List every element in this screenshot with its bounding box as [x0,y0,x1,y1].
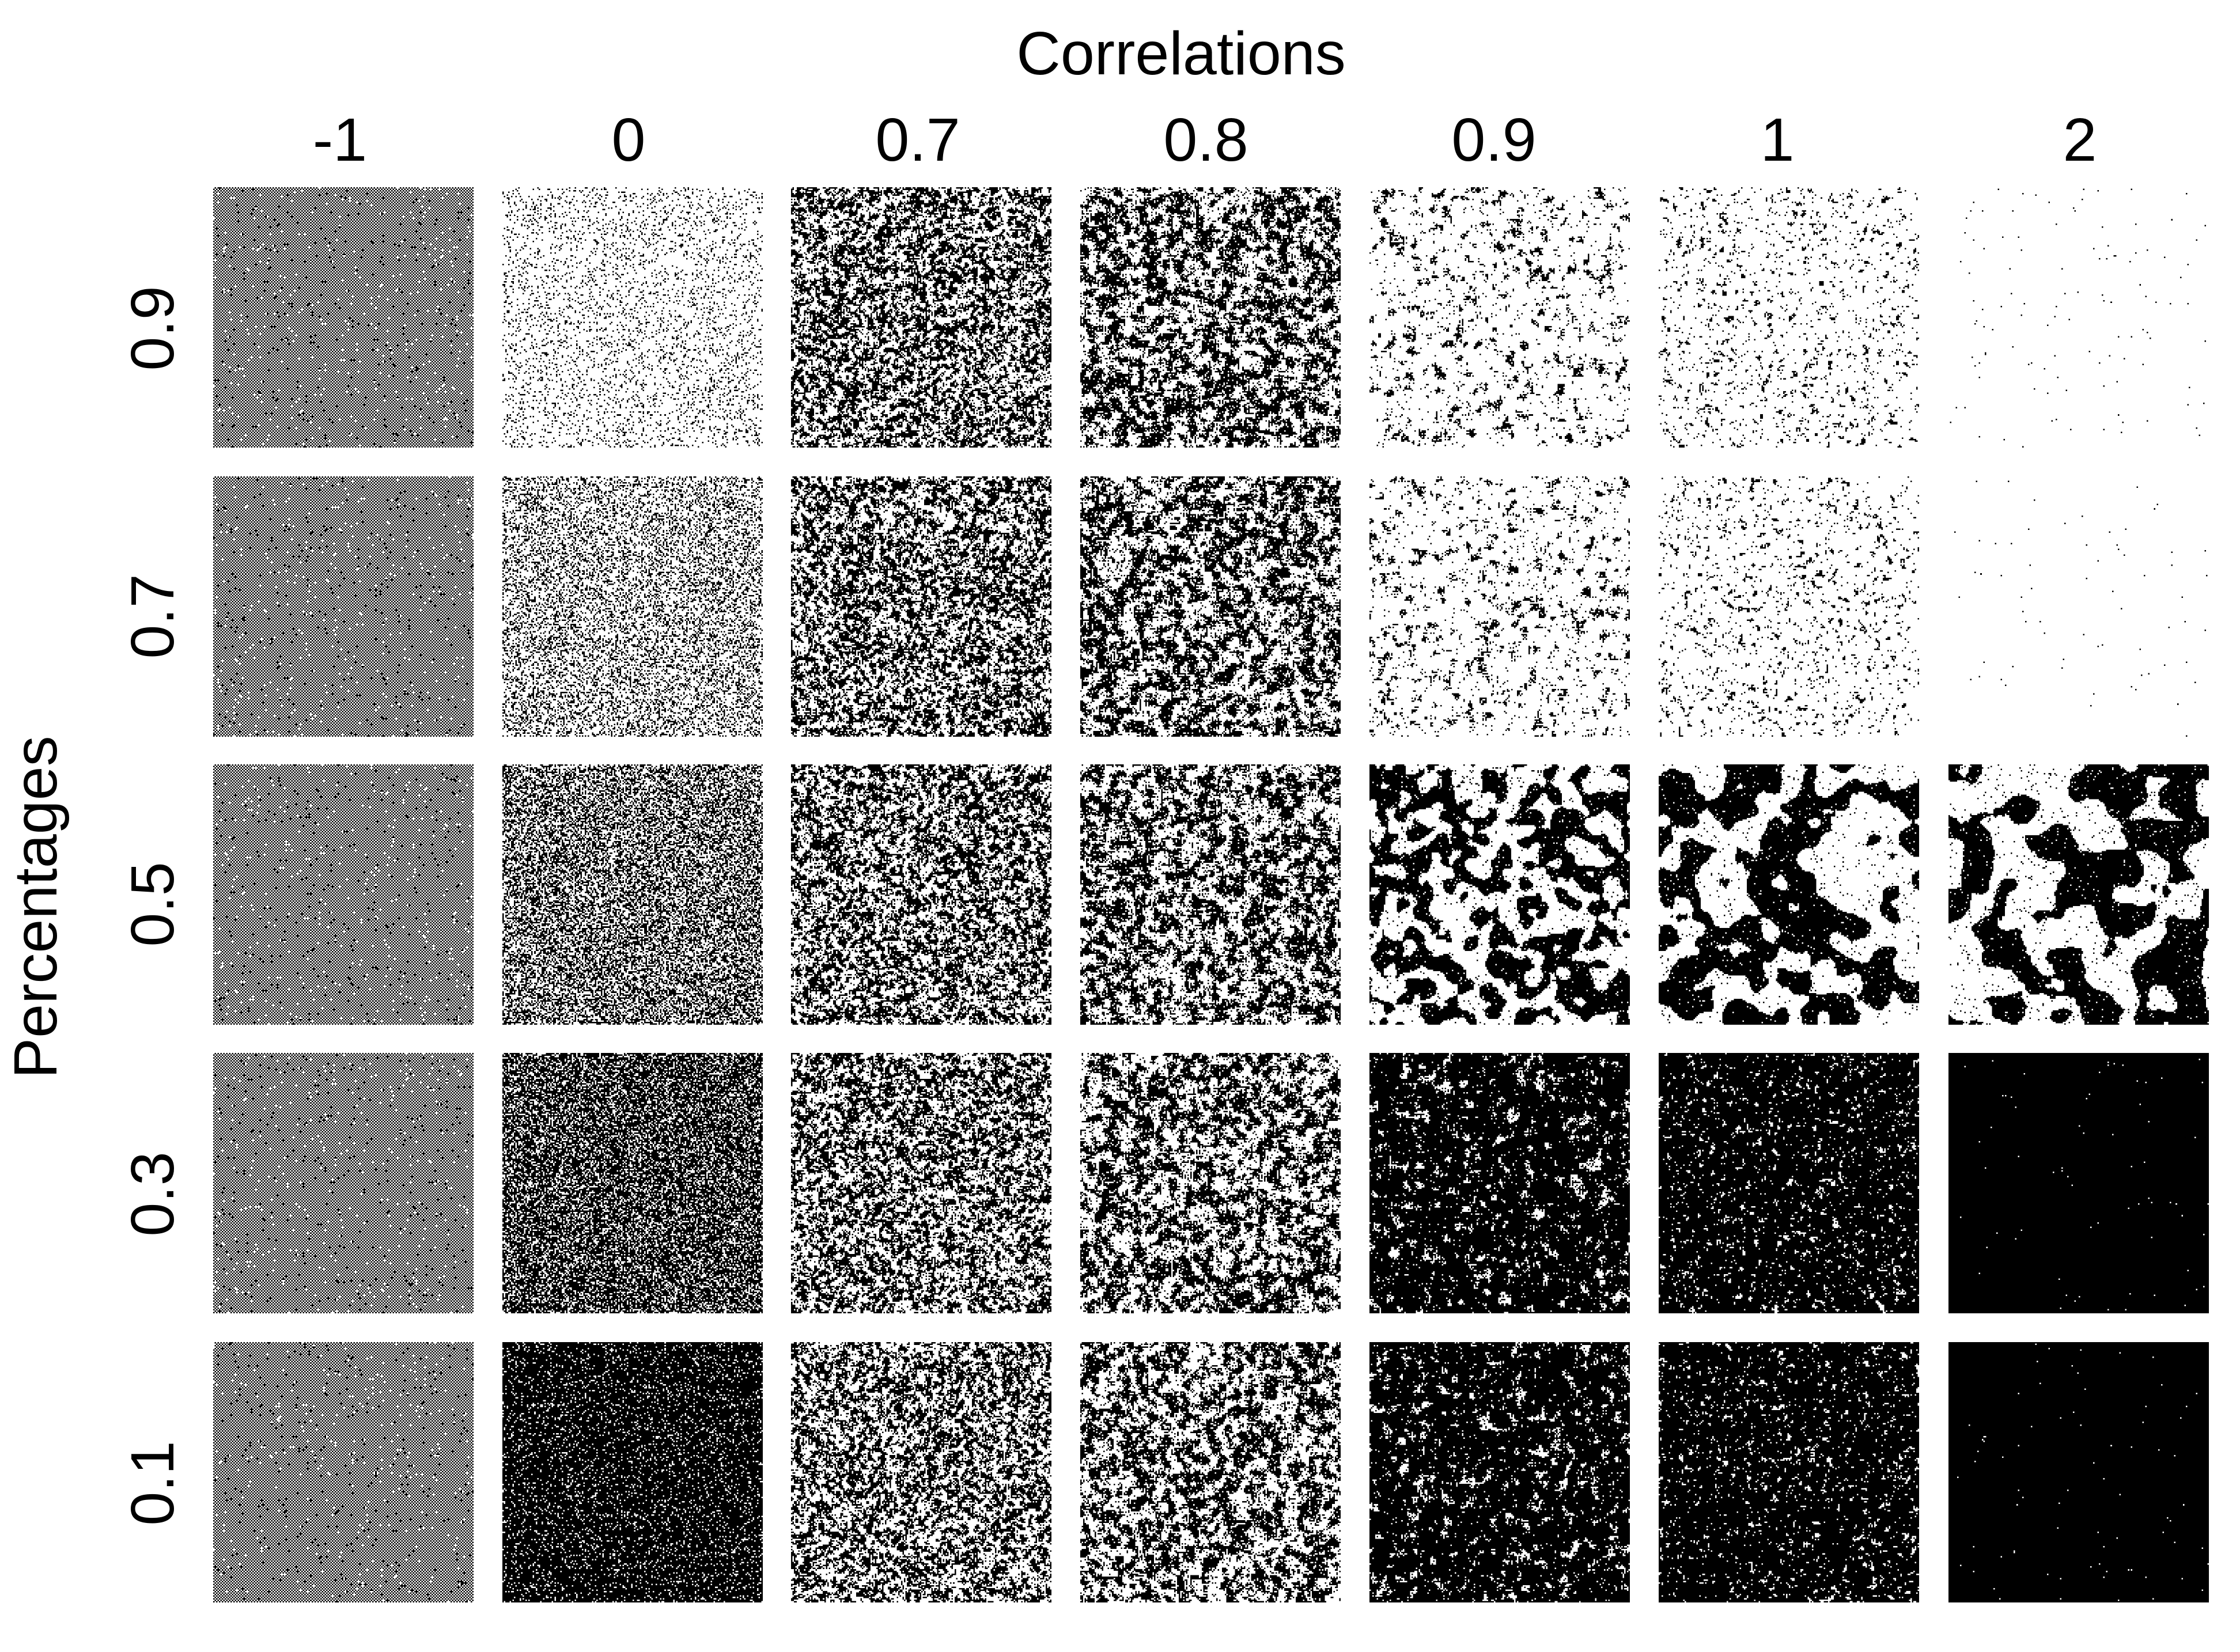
texture-canvas [791,1342,1051,1602]
texture-canvas [1080,1342,1341,1602]
texture-canvas [1080,1053,1341,1313]
texture-tile [502,764,763,1025]
texture-tile [791,1053,1051,1313]
texture-tile [1659,476,1919,737]
texture-canvas [1948,476,2209,737]
texture-canvas [502,1342,763,1602]
texture-canvas [502,764,763,1025]
texture-canvas [213,187,474,448]
texture-tile [1369,187,1630,448]
texture-tile [213,187,474,448]
texture-canvas [1080,476,1341,737]
texture-canvas [213,1053,474,1313]
texture-canvas [1659,1053,1919,1313]
texture-tile [213,1053,474,1313]
texture-canvas [213,1342,474,1602]
texture-tile [502,1053,763,1313]
texture-canvas [791,187,1051,448]
texture-canvas [1948,187,2209,448]
texture-canvas [1369,1053,1630,1313]
texture-tile [1369,1342,1630,1602]
texture-canvas [1659,1342,1919,1602]
texture-canvas [791,764,1051,1025]
texture-canvas [1948,1342,2209,1602]
texture-tile [213,476,474,737]
texture-tile [791,1342,1051,1602]
texture-tile [213,764,474,1025]
texture-tile [213,1342,474,1602]
texture-canvas [791,1053,1051,1313]
texture-tile [1659,187,1919,448]
texture-canvas [1948,1053,2209,1313]
texture-canvas [1080,187,1341,448]
texture-canvas [1659,476,1919,737]
texture-tile [1948,476,2209,737]
texture-tile [1369,476,1630,737]
texture-tile [1948,1342,2209,1602]
texture-tile [1080,187,1341,448]
texture-tile [1948,187,2209,448]
texture-canvas [502,476,763,737]
texture-canvas [1369,476,1630,737]
texture-tile [1948,1053,2209,1313]
texture-canvas [1659,187,1919,448]
texture-canvas [791,476,1051,737]
texture-canvas [1369,187,1630,448]
texture-canvas [502,1053,763,1313]
texture-canvas [1369,764,1630,1025]
texture-canvas [1659,764,1919,1025]
texture-tile [1080,764,1341,1025]
texture-canvas [1948,764,2209,1025]
texture-tile [502,1342,763,1602]
texture-canvas [213,476,474,737]
texture-tile [1080,1342,1341,1602]
texture-tile [1080,476,1341,737]
texture-tile [1369,1053,1630,1313]
texture-tile [1369,764,1630,1025]
texture-canvas [1369,1342,1630,1602]
texture-tile [1659,1342,1919,1602]
texture-canvas [502,187,763,448]
texture-tile [502,187,763,448]
texture-tile [791,764,1051,1025]
texture-tile [1659,764,1919,1025]
texture-canvas [213,764,474,1025]
texture-tile [1659,1053,1919,1313]
texture-tile [1948,764,2209,1025]
texture-tile [1080,1053,1341,1313]
texture-canvas [1080,764,1341,1025]
texture-tile [502,476,763,737]
texture-tile [791,476,1051,737]
texture-tile [791,187,1051,448]
